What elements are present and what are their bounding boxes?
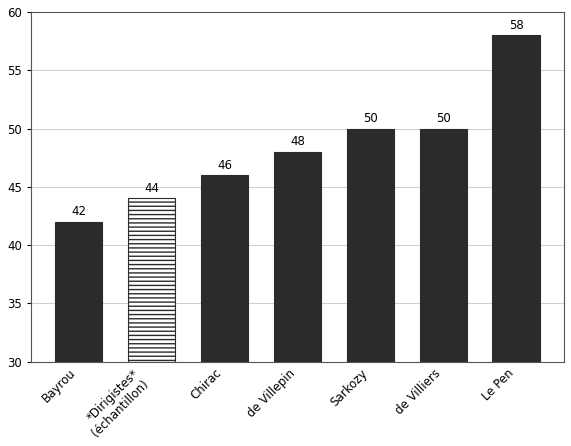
Text: 44: 44 (144, 182, 159, 195)
Bar (128, 198, 175, 362)
Bar (201, 175, 248, 362)
Text: 42: 42 (71, 205, 86, 218)
Bar (492, 35, 540, 362)
Text: 46: 46 (217, 159, 232, 172)
Bar (347, 128, 394, 362)
Bar (420, 128, 467, 362)
Bar (55, 222, 102, 362)
Text: 50: 50 (363, 112, 378, 125)
Bar (274, 152, 321, 362)
Text: 48: 48 (290, 135, 305, 149)
Text: 50: 50 (436, 112, 451, 125)
Text: 58: 58 (509, 19, 524, 32)
